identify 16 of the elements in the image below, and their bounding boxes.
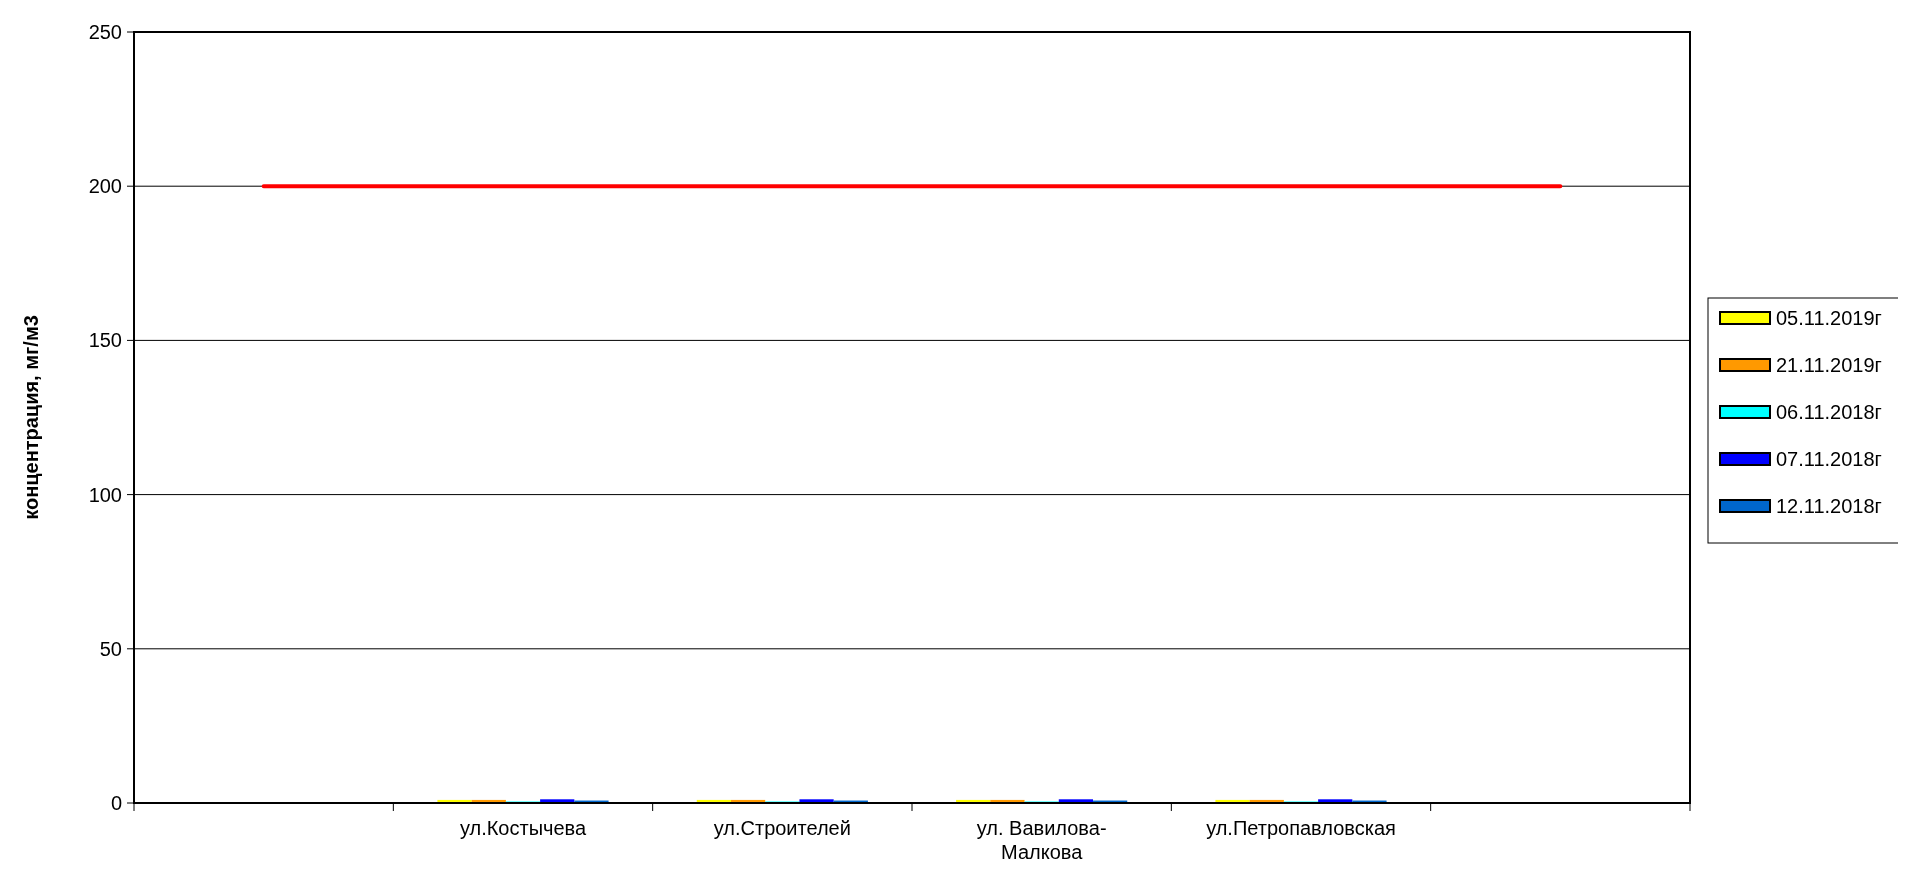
y-tick-label: 0 (110, 792, 122, 814)
legend-label: 06.11.2018г (1776, 401, 1882, 423)
legend-label: 07.11.2018г (1776, 448, 1882, 470)
y-tick-label: 100 (88, 483, 122, 506)
legend-label: 21.11.2019г (1776, 354, 1882, 376)
y-tick-label: 200 (88, 175, 122, 198)
x-tick-label: ул. Вавилова-Малкова (976, 817, 1107, 863)
x-tick-label: ул.Костычева (459, 817, 587, 839)
x-tick-label: ул.Строителей (713, 817, 851, 839)
y-tick-label: 250 (88, 21, 122, 43)
legend-label: 05.11.2019г (1776, 307, 1882, 329)
y-axis-title: концентрация, мг/м3 (20, 315, 42, 520)
y-tick-label: 150 (88, 329, 122, 352)
x-tick-label: ул.Петропавловская (1206, 817, 1396, 839)
y-tick-label: 50 (99, 637, 122, 660)
legend-label: 12.11.2018г (1776, 495, 1882, 517)
